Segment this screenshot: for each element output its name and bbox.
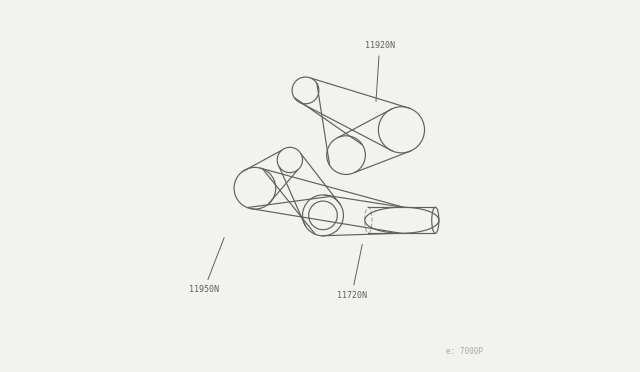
Text: 11720N: 11720N [337,244,367,299]
Text: e: 7000P: e: 7000P [447,347,483,356]
Text: 11950N: 11950N [189,238,224,294]
Text: 11920N: 11920N [365,41,395,102]
